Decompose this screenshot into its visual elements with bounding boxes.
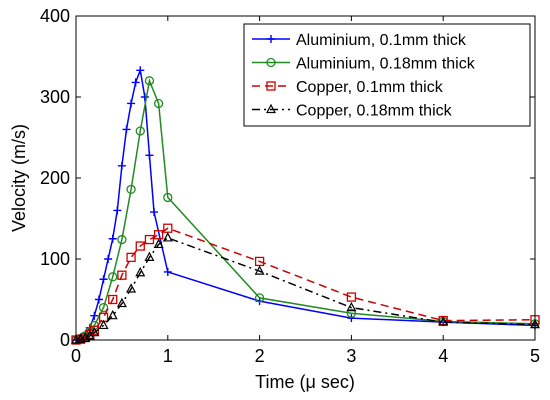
plus-marker bbox=[136, 66, 145, 75]
circle-marker bbox=[163, 192, 173, 203]
y-tick-label: 0 bbox=[60, 330, 70, 350]
x-axis-title: Time (μ sec) bbox=[255, 372, 355, 392]
legend-entry-4: Copper, 0.18mm thick bbox=[252, 103, 453, 120]
circle-marker bbox=[254, 293, 265, 303]
triangle-marker bbox=[144, 251, 155, 261]
triangle-marker bbox=[107, 309, 118, 320]
plus-marker bbox=[94, 295, 103, 304]
y-axis-title: Velocity (m/s) bbox=[9, 124, 29, 232]
y-tick-label: 200 bbox=[40, 168, 70, 188]
circle-marker bbox=[108, 272, 118, 282]
x-tick-label: 4 bbox=[438, 346, 448, 366]
plus-marker bbox=[145, 151, 154, 160]
y-tick-label: 300 bbox=[40, 87, 70, 107]
plus-marker bbox=[122, 125, 131, 134]
legend-entry-3: Copper, 0.1mm thick bbox=[252, 79, 444, 96]
plus-marker bbox=[150, 208, 159, 217]
plus-marker bbox=[108, 234, 117, 243]
legend-box bbox=[243, 23, 531, 127]
plus-marker bbox=[131, 78, 140, 87]
x-tick-label: 2 bbox=[255, 346, 265, 366]
circle-marker bbox=[126, 184, 136, 194]
plus-marker bbox=[267, 35, 275, 43]
x-tick-label: 5 bbox=[530, 346, 540, 366]
legend-entry-1: Aluminium, 0.1mm thick bbox=[252, 32, 467, 49]
x-tick-label: 1 bbox=[163, 346, 173, 366]
square-marker bbox=[266, 81, 276, 91]
plus-marker bbox=[117, 161, 126, 170]
series-line bbox=[75, 237, 536, 341]
circle-marker bbox=[346, 308, 357, 318]
triangle-marker bbox=[346, 301, 357, 312]
triangle-marker bbox=[266, 103, 276, 114]
square-marker bbox=[117, 270, 127, 280]
plus-marker bbox=[163, 267, 172, 276]
y-tick-label: 400 bbox=[40, 6, 70, 26]
series-4 bbox=[71, 232, 540, 344]
triangle-marker bbox=[162, 232, 173, 242]
plus-marker bbox=[140, 93, 149, 101]
y-tick-label: 100 bbox=[40, 249, 70, 269]
x-tick-label: 0 bbox=[71, 346, 81, 366]
circle-marker bbox=[153, 98, 164, 109]
triangle-marker bbox=[126, 283, 137, 293]
x-tick-label: 3 bbox=[346, 346, 356, 366]
triangle-marker bbox=[98, 319, 109, 330]
plus-marker bbox=[104, 255, 113, 263]
square-marker bbox=[346, 292, 357, 302]
circle-marker bbox=[144, 76, 155, 86]
legend: Aluminium, 0.1mm thick Aluminium, 0.18mm … bbox=[243, 23, 531, 127]
circle-marker bbox=[266, 57, 276, 68]
plus-marker bbox=[113, 206, 122, 215]
legend-label: Aluminium, 0.1mm thick bbox=[296, 32, 467, 49]
square-marker bbox=[144, 234, 155, 245]
triangle-marker bbox=[153, 238, 164, 249]
triangle-marker bbox=[116, 297, 127, 308]
plus-marker bbox=[127, 99, 136, 108]
triangle-marker bbox=[80, 332, 91, 342]
plus-marker bbox=[99, 275, 108, 284]
triangle-marker bbox=[89, 326, 100, 337]
plus-marker bbox=[90, 311, 99, 320]
legend-entry-2: Aluminium, 0.18mm thick bbox=[252, 56, 476, 73]
square-marker bbox=[135, 241, 145, 251]
triangle-marker bbox=[135, 266, 146, 277]
circle-marker bbox=[135, 126, 145, 136]
square-marker bbox=[126, 252, 136, 263]
legend-label: Aluminium, 0.18mm thick bbox=[296, 56, 476, 73]
legend-label: Copper, 0.1mm thick bbox=[296, 79, 444, 96]
legend-label: Copper, 0.18mm thick bbox=[296, 103, 453, 120]
circle-marker bbox=[117, 234, 127, 245]
plus-marker bbox=[347, 314, 356, 323]
triangle-marker bbox=[438, 316, 449, 326]
axis-layer: 0 1 2 3 4 5 0 100 200 300 400 bbox=[40, 6, 540, 366]
square-marker bbox=[108, 294, 118, 305]
circle-marker bbox=[98, 302, 109, 313]
triangle-marker bbox=[254, 265, 265, 275]
